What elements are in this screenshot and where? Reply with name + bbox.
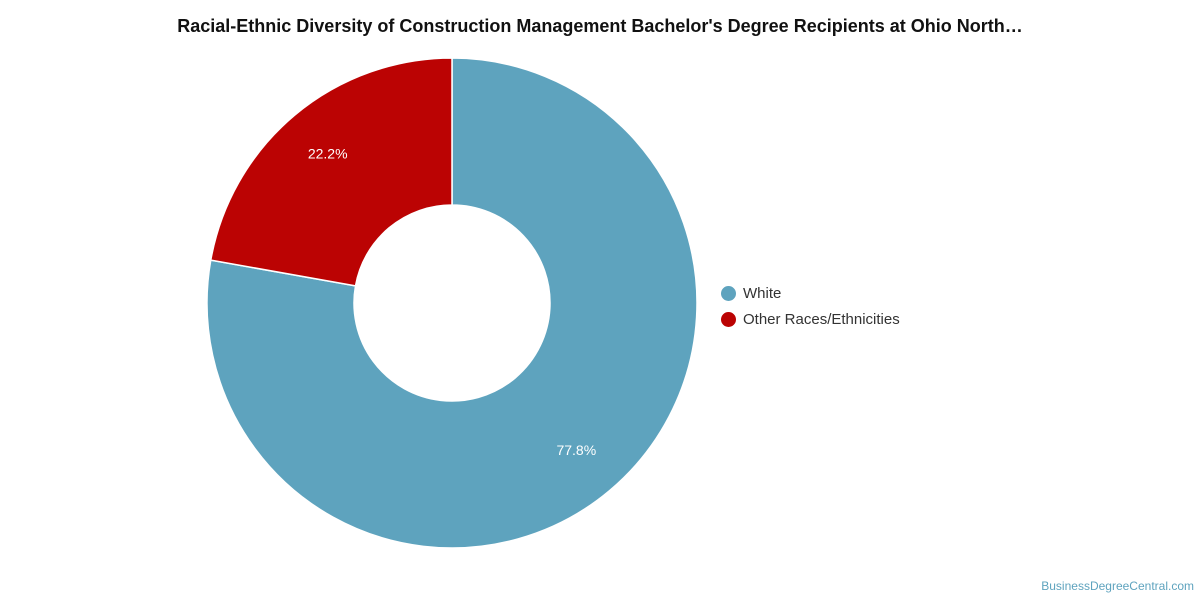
legend-item-other-races[interactable]: Other Races/Ethnicities [721,306,900,332]
slice-white[interactable] [206,57,698,549]
legend-item-white[interactable]: White [721,280,900,306]
slice-other-races-ethnicities[interactable] [209,57,453,287]
chart-title: Racial-Ethnic Diversity of Construction … [177,16,1023,36]
slice-label-other-races-ethnicities: 22.2% [308,145,348,161]
chart-legend: White Other Races/Ethnicities [721,280,900,332]
legend-label-white: White [743,284,782,302]
legend-swatch-other-races [721,311,736,327]
legend-swatch-white [721,285,736,301]
slice-label-white: 77.8% [556,442,596,458]
legend-label-other-races: Other Races/Ethnicities [743,310,900,328]
source-credit[interactable]: BusinessDegreeCentral.com [1041,579,1194,593]
